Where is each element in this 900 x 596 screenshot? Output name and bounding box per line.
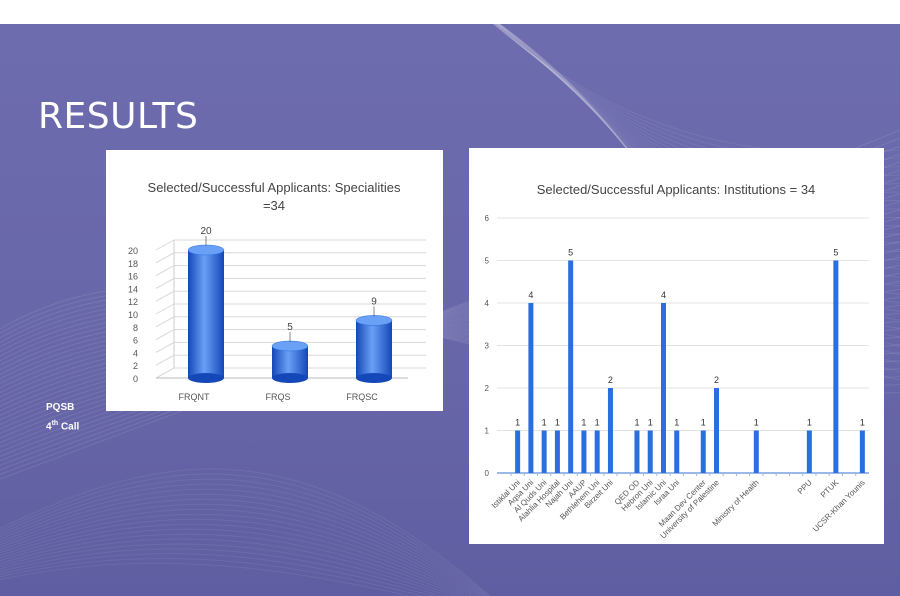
- chart2-category-label: PPU: [796, 478, 814, 496]
- chart2-bar: [700, 430, 706, 473]
- chart2-bar: [568, 260, 574, 473]
- chart1-gridline-side: [155, 367, 175, 379]
- chart2-bar: [554, 430, 560, 473]
- chart2-bar: [541, 430, 547, 473]
- footer-call-number: 4: [46, 421, 52, 433]
- chart2-ytick: 6: [485, 214, 490, 223]
- chart2-bar: [674, 430, 680, 473]
- footer-label: PQSB 4th Call: [46, 400, 79, 435]
- chart1-ytick: 2: [133, 361, 138, 371]
- chart1-value-label: 20: [200, 226, 212, 237]
- chart2-value-label: 1: [648, 418, 653, 428]
- chart1-gridline-side: [155, 303, 175, 315]
- chart1-gridline-side: [155, 316, 175, 328]
- chart2-ytick: 1: [485, 427, 490, 436]
- chart2-bar: [594, 430, 600, 473]
- chart1-gridline-side: [155, 329, 175, 341]
- chart2-value-label: 1: [807, 418, 812, 428]
- chart2-value-label: 1: [595, 418, 600, 428]
- chart1-gridline-side: [155, 354, 175, 366]
- chart2-value-label: 5: [568, 248, 573, 258]
- chart2-title: Selected/Successful Applicants: Institut…: [537, 182, 816, 197]
- chart2-bar: [660, 303, 666, 473]
- chart2-bar: [634, 430, 640, 473]
- chart1-ytick: 6: [133, 336, 138, 346]
- footer-call-suffix: th: [51, 420, 59, 427]
- chart2-value-label: 1: [581, 418, 586, 428]
- chart2-bar: [647, 430, 653, 473]
- specialities-chart: Selected/Successful Applicants: Speciali…: [106, 150, 443, 411]
- chart1-title: Selected/Successful Applicants: Speciali…: [148, 180, 401, 195]
- chart2-value-label: 1: [674, 418, 679, 428]
- chart1-bar: [187, 244, 225, 383]
- chart2-bar: [833, 260, 839, 473]
- chart1-ytick: 18: [128, 259, 138, 269]
- chart1-title-line2: =34: [263, 198, 285, 213]
- chart1-ytick: 10: [128, 310, 138, 320]
- chart2-bar: [515, 430, 521, 473]
- chart2-ytick: 2: [485, 384, 490, 393]
- chart2-value-label: 1: [860, 418, 865, 428]
- chart1-gridline-side: [155, 252, 175, 264]
- chart1-gridline-side: [155, 290, 175, 302]
- chart1-category-label: FRQSC: [346, 392, 378, 402]
- chart1-category-label: FRQS: [265, 392, 290, 402]
- institutions-chart-svg: Selected/Successful Applicants: Institut…: [485, 182, 869, 540]
- chart1-ytick: 20: [128, 246, 138, 256]
- chart1-ytick: 16: [128, 272, 138, 282]
- specialities-chart-svg: Selected/Successful Applicants: Speciali…: [128, 180, 426, 402]
- footer-call-text: Call: [58, 421, 80, 433]
- chart1-gridline-side: [155, 265, 175, 277]
- chart2-bar: [806, 430, 812, 473]
- chart1-ytick: 0: [133, 374, 138, 384]
- chart2-ytick: 5: [485, 257, 490, 266]
- chart1-ytick: 8: [133, 323, 138, 333]
- chart2-value-label: 1: [754, 418, 759, 428]
- chart2-ytick: 0: [485, 469, 490, 478]
- slide-background: RESULTS PQSB 4th Call Selected/Successfu…: [0, 24, 900, 596]
- chart2-ytick: 4: [485, 299, 490, 308]
- chart2-value-label: 1: [515, 418, 520, 428]
- chart2-value-label: 5: [833, 248, 838, 258]
- chart1-value-label: 9: [371, 296, 377, 307]
- chart2-value-label: 1: [542, 418, 547, 428]
- chart2-bar: [714, 388, 720, 473]
- chart2-category-label: PTUK: [819, 478, 841, 500]
- chart1-value-label: 5: [287, 322, 293, 333]
- chart1-bar: [355, 315, 393, 383]
- chart2-category-label: UCSR-Khan Younis: [811, 478, 867, 534]
- chart2-bar: [607, 388, 613, 473]
- chart2-bar: [528, 303, 534, 473]
- chart1-gridline-side: [155, 341, 175, 353]
- footer-line2: 4th Call: [46, 416, 79, 435]
- chart2-bar: [859, 430, 865, 473]
- chart2-ytick: 3: [485, 342, 490, 351]
- footer-line1: PQSB: [46, 402, 75, 413]
- chart1-gridline-side: [155, 239, 175, 251]
- page-title: RESULTS: [38, 96, 199, 137]
- chart1-bar: [271, 340, 309, 383]
- chart2-value-label: 4: [528, 290, 533, 300]
- chart2-value-label: 1: [634, 418, 639, 428]
- chart2-bar: [581, 430, 587, 473]
- chart2-value-label: 2: [714, 375, 719, 385]
- chart1-ytick: 12: [128, 297, 138, 307]
- chart2-value-label: 2: [608, 375, 613, 385]
- chart2-value-label: 1: [701, 418, 706, 428]
- chart1-gridline-side: [155, 277, 175, 289]
- chart1-category-label: FRQNT: [179, 392, 210, 402]
- chart2-bar: [753, 430, 759, 473]
- chart1-ytick: 4: [133, 348, 138, 358]
- chart2-value-label: 1: [555, 418, 560, 428]
- institutions-chart: Selected/Successful Applicants: Institut…: [469, 148, 884, 544]
- chart1-ytick: 14: [128, 284, 138, 294]
- chart2-value-label: 4: [661, 290, 666, 300]
